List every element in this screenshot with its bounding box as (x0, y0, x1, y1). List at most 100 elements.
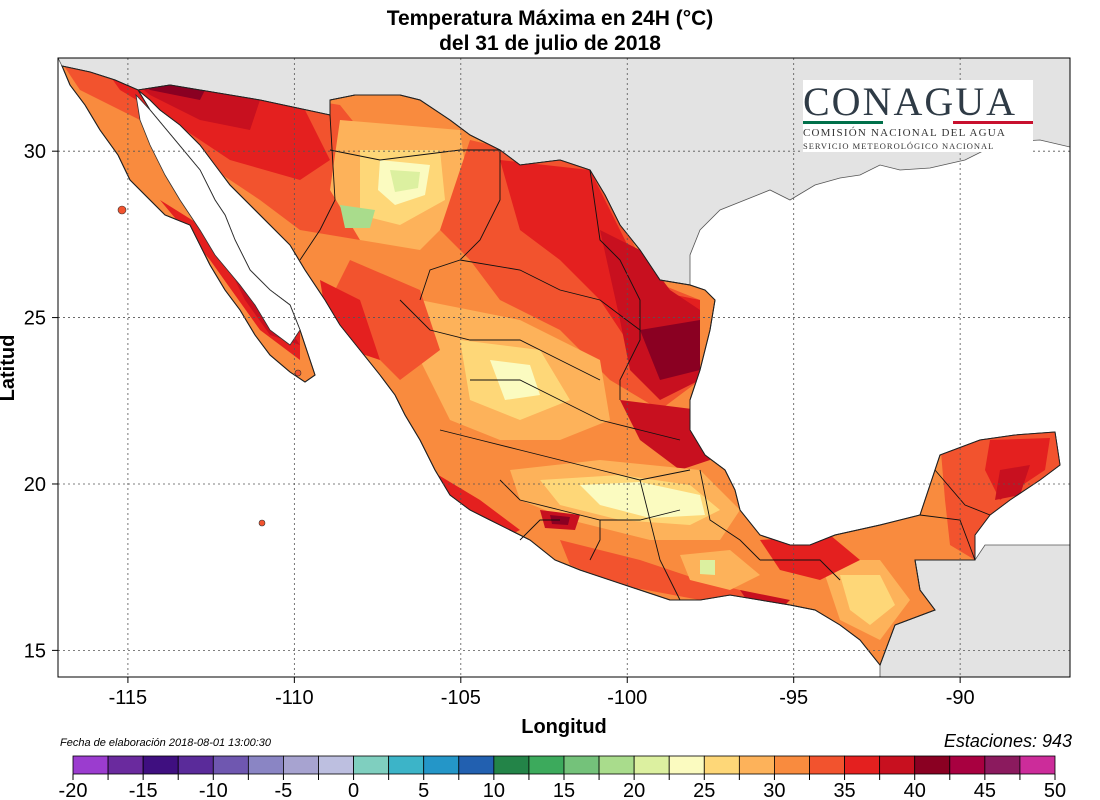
colorbar-swatch (633, 755, 670, 775)
colorbar-swatch (598, 755, 635, 775)
colorbar-swatch (809, 755, 845, 775)
colorbar-label: -15 (129, 780, 158, 800)
colorbar-swatch (283, 755, 319, 775)
logo-subtitle-1: COMISIÓN NACIONAL DEL AGUA (803, 127, 1007, 139)
logo-subtitle-2: SERVICIO METEOROLÓGICO NACIONAL (803, 141, 995, 151)
state-boundary (760, 559, 841, 581)
colorbar-label: 35 (833, 780, 855, 800)
colorbar-swatch (774, 755, 810, 775)
temperature-zone (320, 280, 380, 360)
state-boundary (519, 519, 560, 541)
logo-rule-red (953, 121, 1033, 124)
island (117, 205, 127, 215)
state-boundary (399, 299, 601, 381)
colorbar-label: 30 (763, 780, 785, 800)
x-tick-label: -90 (946, 687, 975, 709)
colorbar-swatch (423, 755, 460, 775)
station-count: Estaciones: 943 (943, 731, 1072, 751)
colorbar-swatch (703, 755, 740, 775)
colorbar-swatch (142, 755, 179, 775)
colorbar-swatch (353, 755, 390, 775)
y-tick-label: 15 (24, 640, 46, 662)
colorbar-swatch (1019, 755, 1056, 775)
y-tick-label: 25 (24, 308, 46, 330)
temperature-zone (640, 320, 700, 380)
state-boundary (639, 479, 681, 601)
temperature-zone (340, 205, 375, 228)
temperature-zone (390, 170, 420, 192)
map-title: Temperatura Máxima en 24H (°C) del 31 de… (0, 6, 1100, 56)
x-axis: -115 -110 -105 -100 -95 -90 (109, 677, 975, 709)
y-tick-label: 30 (24, 141, 46, 163)
x-tick-label: -105 (441, 687, 481, 709)
colorbar-swatch (212, 755, 249, 775)
state-boundary (699, 469, 761, 561)
colorbar-swatch (107, 755, 144, 775)
generation-date: Fecha de elaboración 2018-08-01 13:00:30 (60, 737, 271, 749)
logo-wordmark: CONAGUA (803, 79, 1017, 124)
colorbar-swatch (247, 755, 284, 775)
colorbar-swatch (844, 755, 881, 775)
logo-rule-white (883, 121, 953, 124)
colorbar-swatch (563, 755, 600, 775)
colorbar-swatch (318, 755, 354, 775)
state-boundary (499, 479, 681, 521)
x-tick-label: -100 (607, 687, 647, 709)
state-boundary (459, 259, 641, 331)
graticule (58, 58, 1070, 677)
temperature-zone (840, 575, 895, 625)
colorbar-swatch (879, 755, 916, 775)
colorbar-label: -5 (275, 780, 293, 800)
colorbar-label: 5 (418, 780, 429, 800)
state-boundary (419, 150, 501, 301)
island (294, 369, 302, 377)
gulf-of-california (135, 93, 301, 346)
colorbar-swatch (528, 755, 565, 775)
logo-rule-green (803, 121, 883, 124)
colorbar-swatch (388, 755, 425, 775)
x-tick-label: -95 (779, 687, 808, 709)
conagua-logo: CONAGUA COMISIÓN NACIONAL DEL AGUA SERVI… (803, 79, 1033, 152)
temperature-zone (995, 465, 1030, 500)
colorbar-swatch (738, 755, 775, 775)
island (258, 519, 266, 527)
colorbar-label: 10 (483, 780, 505, 800)
state-boundary (589, 520, 601, 561)
state-boundaries (299, 114, 991, 601)
state-boundary (329, 149, 500, 161)
state-boundary (589, 169, 641, 400)
colorbar-label: 25 (693, 780, 715, 800)
plot-frame (57, 57, 1071, 678)
temperature-zone (620, 400, 710, 470)
temperature-zone (330, 260, 440, 380)
state-boundary (470, 379, 681, 441)
title-line-1: Temperatura Máxima en 24H (°C) (386, 7, 714, 30)
temperature-zone (430, 470, 520, 540)
state-boundary (299, 114, 336, 261)
colorbar-label: 15 (553, 780, 575, 800)
colorbar-swatch (458, 755, 495, 775)
colorbar-label: 20 (623, 780, 645, 800)
colorbar-label: 45 (974, 780, 996, 800)
temperature-zone (580, 482, 705, 518)
colorbar-label: 50 (1044, 780, 1066, 800)
colorbar-swatch (72, 755, 109, 775)
colorbar-label: -10 (199, 780, 228, 800)
temperature-zone (700, 560, 715, 575)
colorbar: -20 -15 -10 -5 0 5 10 15 20 25 30 35 40 45 50 (59, 755, 1066, 800)
colorbar-swatch (914, 755, 951, 775)
colorbar-swatch (493, 755, 530, 775)
title-line-2: del 31 de julio de 2018 (439, 32, 661, 55)
colorbar-swatch (984, 755, 1021, 775)
colorbar-label: 0 (348, 780, 359, 800)
x-tick-label: -115 (109, 687, 148, 709)
y-tick-label: 20 (24, 474, 46, 496)
state-boundary (934, 469, 991, 516)
x-axis-title: Longitud (521, 716, 607, 738)
y-axis-title: Latitud (0, 335, 19, 402)
y-axis: 30 25 20 15 (24, 141, 58, 662)
colorbar-swatch (668, 755, 705, 775)
colorbar-label: 40 (904, 780, 926, 800)
temperature-zone (760, 535, 860, 580)
